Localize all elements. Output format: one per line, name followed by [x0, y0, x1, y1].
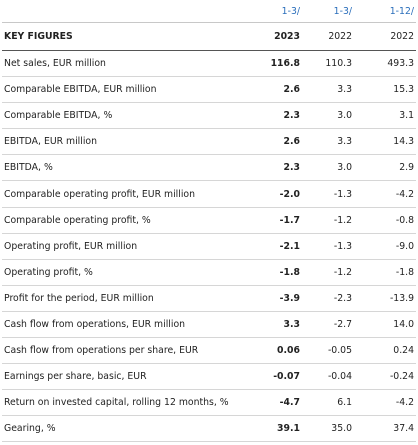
cell-value: -2.1 — [254, 233, 302, 260]
cell-value: 2.9 — [354, 154, 416, 182]
row-label: EBITDA, EUR million — [2, 128, 254, 156]
cell-value: 3.1 — [354, 102, 416, 130]
row-label: Comparable EBITDA, % — [2, 102, 254, 130]
cell-value: 0.06 — [254, 337, 302, 365]
cell-value: -3.9 — [254, 285, 302, 312]
cell-value: 110.3 — [302, 50, 354, 78]
data-row: Earnings per share, basic, EUR -0.07 -0.04… — [2, 363, 416, 391]
data-row: Cash flow from operations per share, EUR… — [2, 337, 416, 365]
cell-value: 14.0 — [354, 311, 416, 339]
cell-value: 39.1 — [254, 415, 302, 443]
cell-value: -1.2 — [302, 207, 354, 234]
cell-value: 3.3 — [302, 76, 354, 104]
row-label: Cash flow from operations, EUR million — [2, 311, 254, 339]
cell-value: -4.7 — [254, 389, 302, 417]
year-label: 2022 — [354, 22, 416, 51]
data-row: Comparable EBITDA, % 2.3 3.0 3.1 — [2, 102, 416, 130]
cell-value: 116.8 — [254, 50, 302, 78]
cell-value: -1.3 — [302, 180, 354, 208]
data-row: Comparable operating profit, EUR million… — [2, 180, 416, 208]
data-row: Gearing, % 39.1 35.0 37.4 — [2, 415, 416, 443]
row-label: Comparable operating profit, % — [2, 207, 254, 234]
cell-value: 35.0 — [302, 415, 354, 443]
cell-value: 15.3 — [354, 76, 416, 104]
cell-value: -1.8 — [254, 259, 302, 286]
cell-value: 2.3 — [254, 154, 302, 182]
row-label: Return on invested capital, rolling 12 m… — [2, 389, 254, 417]
cell-value: -1.3 — [302, 233, 354, 260]
data-row: Operating profit, EUR million -2.1 -1.3 -9.… — [2, 233, 416, 260]
cell-value: -4.2 — [354, 389, 416, 417]
period-label: 1-12/ — [354, 0, 416, 23]
cell-value: -0.24 — [354, 363, 416, 391]
data-row: Net sales, EUR million 116.8 110.3 493.3 — [2, 50, 416, 78]
cell-value: -1.2 — [302, 259, 354, 286]
data-row: Cash flow from operations, EUR million 3.… — [2, 311, 416, 339]
period-label: 1-3/ — [302, 0, 354, 23]
cell-value: -4.2 — [354, 180, 416, 208]
cell-value: 6.1 — [302, 389, 354, 417]
cell-value: -0.04 — [302, 363, 354, 391]
cell-value: 14.3 — [354, 128, 416, 156]
cell-value: 3.0 — [302, 154, 354, 182]
row-label: Gearing, % — [2, 415, 254, 443]
data-row: Return on invested capital, rolling 12 m… — [2, 389, 416, 417]
row-label: Comparable operating profit, EUR million — [2, 180, 254, 208]
row-label: Operating profit, EUR million — [2, 233, 254, 260]
cell-value: 3.0 — [302, 102, 354, 130]
cell-value: 37.4 — [354, 415, 416, 443]
row-label: Earnings per share, basic, EUR — [2, 363, 254, 391]
empty-cell — [2, 0, 254, 23]
year-label: 2022 — [302, 22, 354, 51]
cell-value: -1.8 — [354, 259, 416, 286]
row-label: Operating profit, % — [2, 259, 254, 286]
header-row: KEY FIGURES 2023 2022 2022 — [2, 22, 416, 51]
row-label: Profit for the period, EUR million — [2, 285, 254, 312]
cell-value: -0.05 — [302, 337, 354, 365]
cell-value: 2.6 — [254, 76, 302, 104]
period-row: 1-3/1-3/1-12/ — [2, 0, 416, 23]
data-row: Profit for the period, EUR million -3.9 -2… — [2, 285, 416, 312]
cell-value: -0.07 — [254, 363, 302, 391]
cell-value: -2.7 — [302, 311, 354, 339]
period-label: 1-3/ — [254, 0, 302, 23]
cell-value: -13.9 — [354, 285, 416, 312]
cell-value: -0.8 — [354, 207, 416, 234]
data-row: Operating profit, % -1.8 -1.2 -1.8 — [2, 259, 416, 286]
data-row: EBITDA, % 2.3 3.0 2.9 — [2, 154, 416, 182]
table-title: KEY FIGURES — [2, 22, 254, 51]
cell-value: -1.7 — [254, 207, 302, 234]
cell-value: -2.0 — [254, 180, 302, 208]
cell-value: 2.6 — [254, 128, 302, 156]
data-row: Comparable EBITDA, EUR million 2.6 3.3 15.3 — [2, 76, 416, 104]
cell-value: -9.0 — [354, 233, 416, 260]
cell-value: 3.3 — [254, 311, 302, 339]
row-label: Comparable EBITDA, EUR million — [2, 76, 254, 104]
row-label: Cash flow from operations per share, EUR — [2, 337, 254, 365]
row-label: Net sales, EUR million — [2, 50, 254, 78]
cell-value: 493.3 — [354, 50, 416, 78]
cell-value: -2.3 — [302, 285, 354, 312]
data-row: Comparable operating profit, % -1.7 -1.2 -0… — [2, 207, 416, 234]
data-row: EBITDA, EUR million 2.6 3.3 14.3 — [2, 128, 416, 156]
row-label: EBITDA, % — [2, 154, 254, 182]
year-label: 2023 — [254, 22, 302, 51]
cell-value: 0.24 — [354, 337, 416, 365]
cell-value: 3.3 — [302, 128, 354, 156]
cell-value: 2.3 — [254, 102, 302, 130]
